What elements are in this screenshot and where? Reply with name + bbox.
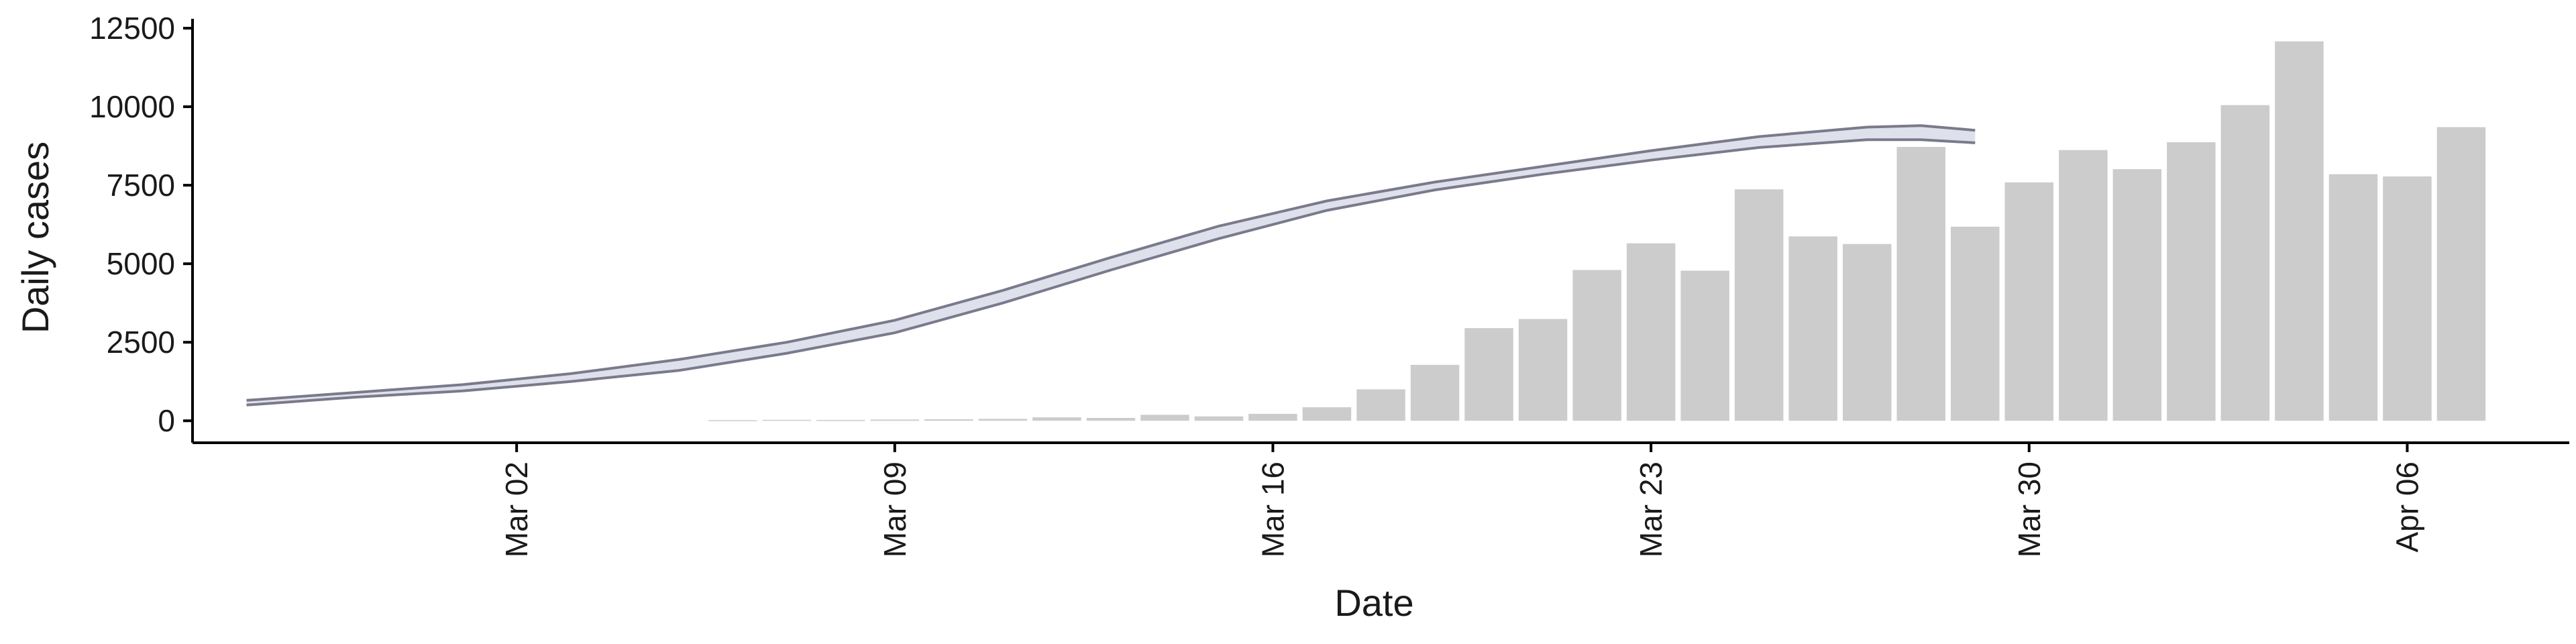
bar bbox=[1572, 270, 1621, 421]
bar bbox=[2167, 142, 2216, 421]
bars-layer bbox=[708, 41, 2486, 421]
bar bbox=[870, 419, 920, 421]
projection-band-layer bbox=[246, 124, 1976, 407]
bar bbox=[978, 419, 1028, 421]
projection-band bbox=[246, 125, 1976, 405]
bar bbox=[1843, 244, 1892, 421]
bar bbox=[2275, 41, 2324, 421]
x-ticks-layer: Mar 02 Mar 09 Mar 16 Mar 23 Mar 30 Apr 06 bbox=[499, 443, 2424, 557]
bar bbox=[1896, 147, 1945, 421]
x-tick-label: Mar 02 bbox=[499, 462, 534, 557]
x-tick-label: Mar 30 bbox=[2012, 462, 2047, 557]
bar bbox=[2004, 182, 2053, 421]
bar bbox=[762, 419, 811, 421]
bar bbox=[2059, 150, 2108, 421]
projection-lower-line bbox=[246, 138, 1976, 407]
bar bbox=[1032, 417, 1081, 421]
bar bbox=[1680, 270, 1729, 421]
y-tick-label: 12500 bbox=[89, 11, 175, 46]
bar bbox=[2436, 127, 2486, 421]
bar bbox=[1518, 319, 1568, 421]
bar bbox=[1086, 418, 1136, 421]
x-tick-label: Apr 06 bbox=[2390, 462, 2424, 553]
bar bbox=[2112, 169, 2162, 421]
bar bbox=[1140, 415, 1189, 421]
bar bbox=[1410, 364, 1460, 421]
bar bbox=[1734, 189, 1784, 421]
bar bbox=[2383, 176, 2432, 421]
bar bbox=[1248, 413, 1297, 421]
bar bbox=[1951, 226, 2000, 421]
y-tick-label: 5000 bbox=[107, 246, 175, 281]
bar bbox=[924, 419, 973, 421]
y-tick-label: 2500 bbox=[107, 325, 175, 360]
bar bbox=[1194, 416, 1244, 421]
bar bbox=[2220, 105, 2270, 421]
bar bbox=[708, 420, 757, 421]
y-tick-label: 7500 bbox=[107, 168, 175, 203]
bar bbox=[1626, 243, 1676, 421]
x-tick-label: Mar 16 bbox=[1255, 462, 1290, 557]
y-ticks-layer: 0 2500 5000 7500 10000 12500 bbox=[89, 11, 193, 438]
y-tick-label: 0 bbox=[158, 403, 175, 438]
y-tick-label: 10000 bbox=[89, 89, 175, 124]
y-axis-title: Daily cases bbox=[14, 142, 56, 333]
bar bbox=[816, 420, 865, 421]
bar bbox=[1788, 236, 1837, 421]
x-axis-title: Date bbox=[1334, 582, 1413, 624]
x-tick-label: Mar 09 bbox=[877, 462, 912, 557]
projection-upper-line bbox=[246, 124, 1976, 402]
bar bbox=[1356, 389, 1405, 421]
x-tick-label: Mar 23 bbox=[1633, 462, 1668, 557]
bar bbox=[1302, 407, 1352, 421]
bar bbox=[2328, 174, 2378, 421]
bar bbox=[1464, 328, 1513, 421]
axes-layer bbox=[191, 19, 2569, 444]
